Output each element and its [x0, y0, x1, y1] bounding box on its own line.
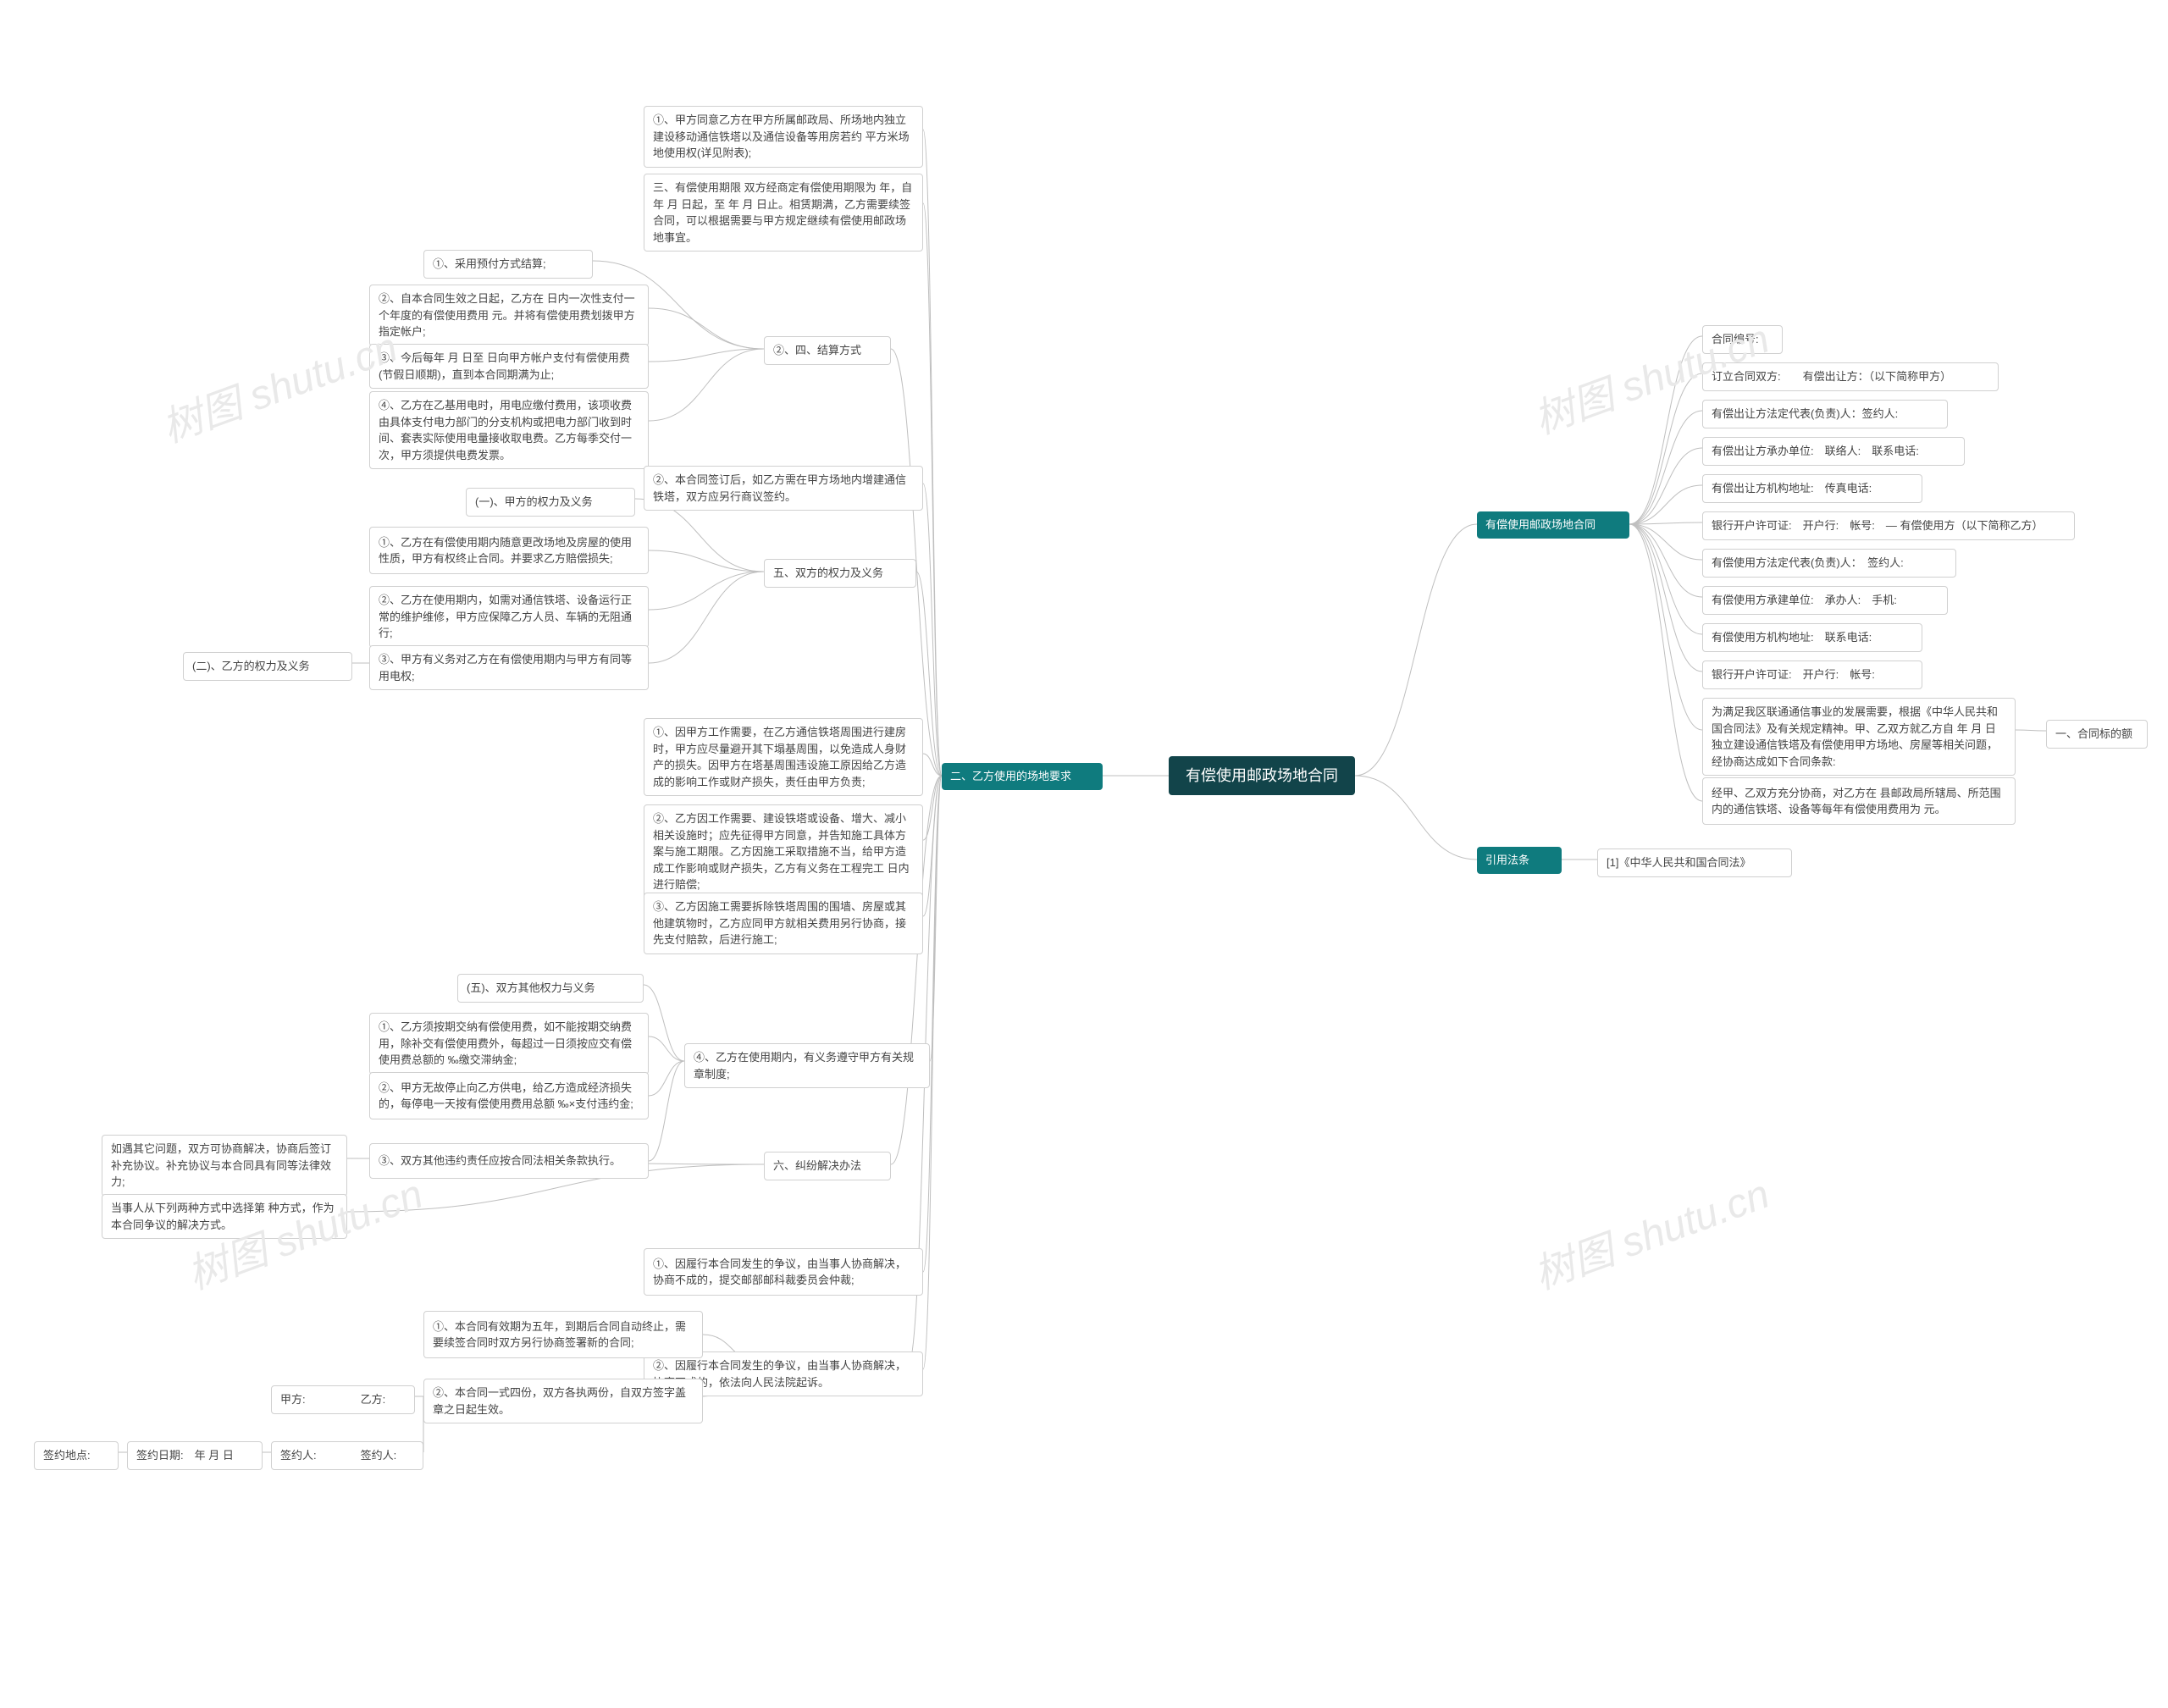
leaf-node: ③、甲方有义务对乙方在有偿使用期内与甲方有同等用电权; [369, 645, 649, 690]
edge [1629, 524, 1702, 672]
edge [1355, 776, 1477, 860]
edge [1629, 336, 1702, 524]
leaf-node: ①、本合同有效期为五年，到期后合同自动终止，需要续签合同时双方另行协商签署新的合… [423, 1311, 703, 1358]
leaf-node: 银行开户许可证: 开户行: 帐号: [1702, 661, 1922, 689]
leaf-node: 有偿使用方承建单位: 承办人: 手机: [1702, 586, 1948, 615]
edge [1629, 524, 1702, 634]
leaf-node: ③、双方其他违约责任应按合同法相关条款执行。 [369, 1143, 649, 1179]
edge [649, 349, 764, 362]
edge [1629, 448, 1702, 524]
edge [649, 308, 764, 349]
leaf-node: ③、今后每年 月 日至 日向甲方帐户支付有偿使用费(节假日顺期)，直到本合同期满… [369, 344, 649, 389]
edge [649, 1036, 684, 1061]
edge [1629, 524, 1702, 801]
edge [1629, 373, 1702, 524]
leaf-node: 三、有偿使用期限 双方经商定有偿使用期限为 年，自 年 月 日起，至 年 月 日… [644, 174, 923, 252]
leaf-node: 有偿使用方机构地址: 联系电话: [1702, 623, 1922, 652]
edge [930, 776, 942, 1061]
leaf-node: 有偿使用方法定代表(负责)人： 签约人: [1702, 549, 1956, 578]
leaf-node: [1]《中华人民共和国合同法》 [1597, 848, 1792, 877]
leaf-node: (五)、双方其他权力与义务 [457, 974, 644, 1003]
leaf-node: (二)、乙方的权力及义务 [183, 652, 352, 681]
branch-node: 有偿使用邮政场地合同 [1477, 511, 1629, 539]
edge [649, 572, 764, 610]
leaf-node: ②、本合同签订后，如乙方需在甲方场地内增建通信铁塔，双方应另行商议签约。 [644, 466, 923, 511]
leaf-node: 签约日期: 年 月 日 [127, 1441, 263, 1470]
leaf-node: ①、乙方须按期交纳有偿使用费，如不能按期交纳费用，除补交有偿使用费外，每超过一日… [369, 1013, 649, 1075]
leaf-node: ③、乙方因施工需要拆除铁塔周围的围墙、房屋或其他建筑物时，乙方应同甲方就相关费用… [644, 893, 923, 954]
edge [649, 550, 764, 572]
leaf-node: 甲方: 乙方: [271, 1385, 415, 1414]
leaf-node: 订立合同双方: 有偿出让方：（以下简称甲方） [1702, 362, 1999, 391]
leaf-node: ②、乙方在使用期内，如需对通信铁塔、设备运行正常的维护维修，甲方应保障乙方人员、… [369, 586, 649, 648]
leaf-node: ②、本合同一式四份，双方各执两份，自双方签字盖章之日起生效。 [423, 1379, 703, 1423]
leaf-node: ②、乙方因工作需要、建设铁塔或设备、增大、减小相关设施时；应先征得甲方同意，并告… [644, 804, 923, 899]
edge [649, 572, 764, 663]
edge [923, 203, 942, 776]
leaf-node: ①、因履行本合同发生的争议，由当事人协商解决，协商不成的，提交邮部邮科裁委员会仲… [644, 1248, 923, 1296]
edge [2016, 730, 2046, 731]
leaf-node: 如遇其它问题，双方可协商解决，协商后签订补充协议。补充协议与本合同具有同等法律效… [102, 1135, 347, 1197]
edge [649, 349, 764, 421]
leaf-node: 有偿出让方机构地址: 传真电话: [1702, 474, 1922, 503]
leaf-node: ②、四、结算方式 [764, 336, 891, 365]
leaf-node: ②、甲方无故停止向乙方供电，给乙方造成经济损失的，每停电一天按有偿使用费用总额 … [369, 1072, 649, 1119]
edge [1629, 524, 1702, 597]
leaf-node: 为满足我区联通通信事业的发展需要，根据《中华人民共和国合同法》及有关规定精神。甲… [1702, 698, 2016, 776]
leaf-node: 当事人从下列两种方式中选择第 种方式，作为本合同争议的解决方式。 [102, 1194, 347, 1239]
leaf-node: ②、自本合同生效之日起，乙方在 日内一次性支付一个年度的有偿使用费用 元。并将有… [369, 285, 649, 346]
leaf-node: (一)、甲方的权力及义务 [466, 488, 635, 517]
leaf-node: ④、乙方在使用期内，有义务遵守甲方有关规章制度; [684, 1043, 930, 1088]
center-topic: 有偿使用邮政场地合同 [1169, 756, 1355, 795]
leaf-node: 银行开户许可证: 开户行: 帐号: — 有偿使用方（以下简称乙方） [1702, 511, 2075, 540]
edge [1355, 524, 1477, 776]
leaf-node: 五、双方的权力及义务 [764, 559, 916, 588]
leaf-node: ④、乙方在乙基用电时，用电应缴付费用，该项收费由具体支付电力部门的分支机构或把电… [369, 391, 649, 469]
leaf-node: ①、因甲方工作需要，在乙方通信铁塔周围进行建房时，甲方应尽量避开其下塌基周围，以… [644, 718, 923, 796]
leaf-node: 签约地点: [34, 1441, 119, 1470]
leaf-node: 合同编号: [1702, 325, 1783, 354]
leaf-node: 六、纠纷解决办法 [764, 1152, 891, 1180]
edge [649, 1061, 684, 1096]
leaf-node: 经甲、乙双方充分协商，对乙方在 县邮政局所辖局、所范围内的通信铁塔、设备等每年有… [1702, 777, 2016, 825]
edge [649, 1061, 684, 1161]
leaf-node: ①、乙方在有偿使用期内随意更改场地及房屋的使用性质，甲方有权终止合同。并要求乙方… [369, 527, 649, 574]
edge [1629, 524, 1702, 730]
leaf-node: ①、采用预付方式结算; [423, 250, 593, 279]
branch-node: 二、乙方使用的场地要求 [942, 763, 1103, 790]
branch-node: 引用法条 [1477, 847, 1562, 874]
leaf-node: 一、合同标的额 [2046, 720, 2148, 749]
edge [1629, 411, 1702, 524]
leaf-node: 有偿出让方法定代表(负责)人：签约人: [1702, 400, 1948, 428]
leaf-node: 签约人: 签约人: [271, 1441, 423, 1470]
edge [644, 985, 684, 1061]
leaf-node: ①、甲方同意乙方在甲方所属邮政局、所场地内独立建设移动通信铁塔以及通信设备等用房… [644, 106, 923, 168]
leaf-node: 有偿出让方承办单位: 联络人: 联系电话: [1702, 437, 1965, 466]
